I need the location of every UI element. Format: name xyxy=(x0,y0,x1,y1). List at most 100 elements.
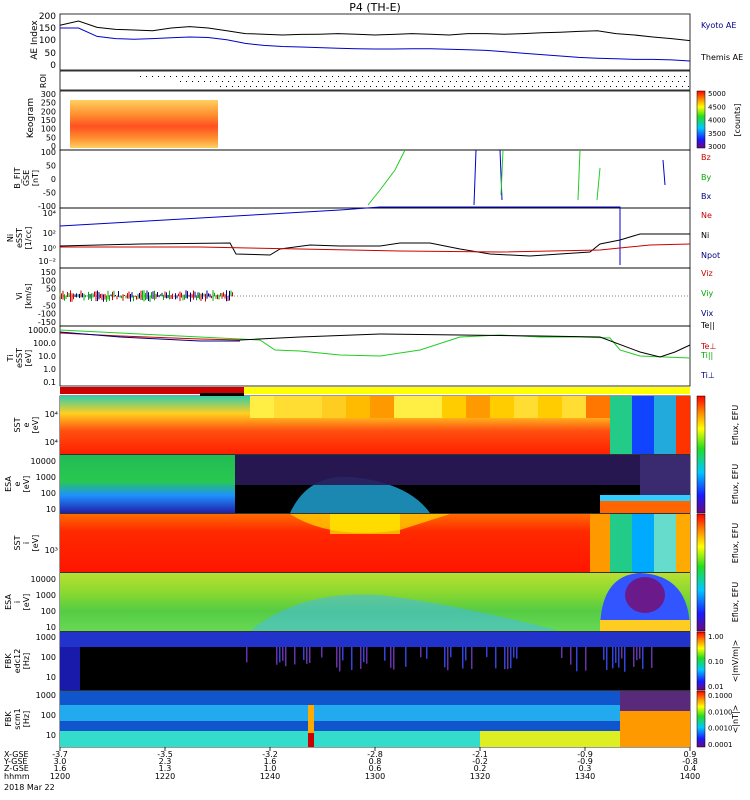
roi-mark xyxy=(412,86,413,87)
roi-mark xyxy=(418,86,419,87)
roi-mark xyxy=(238,86,239,87)
bfit-by-trace-2 xyxy=(500,149,504,196)
roi-mark xyxy=(366,81,367,82)
ephem-value: -2.1 xyxy=(472,750,488,759)
roi-mark xyxy=(524,76,525,77)
vi-ytick-5: -100 xyxy=(38,310,56,319)
ti-ylabel-1: Ti xyxy=(6,355,15,363)
fbk-edc-stripe xyxy=(651,647,653,668)
roi-mark xyxy=(340,86,341,87)
roi-mark xyxy=(186,81,187,82)
roi-mark xyxy=(378,81,379,82)
sst-e-cell xyxy=(442,396,466,418)
roi-mark xyxy=(318,81,319,82)
ephem-value: 1.3 xyxy=(159,764,172,773)
roi-mark xyxy=(434,76,435,77)
bfit-legend-by: By xyxy=(701,173,711,182)
fbk-edc-ytick-2: 10 xyxy=(46,673,56,682)
roi-mark xyxy=(666,81,667,82)
ti-legend-tepar: Te|| xyxy=(700,321,715,330)
fbk-edc-ylabel-1: FBK xyxy=(4,653,13,669)
roi-mark xyxy=(468,81,469,82)
roi-mark xyxy=(582,81,583,82)
roi-mark xyxy=(352,86,353,87)
roi-mark xyxy=(384,81,385,82)
time-axis: -3.73.01.61200-3.52.31.31220-3.21.61.012… xyxy=(3,747,700,792)
roi-mark xyxy=(552,81,553,82)
roi-mark xyxy=(508,86,509,87)
roi-mark xyxy=(486,81,487,82)
roi-mark xyxy=(436,86,437,87)
esa-e-ytick-3: 10 xyxy=(46,505,56,514)
esa-i-cbar-label: Eflux, EFU xyxy=(731,582,740,623)
keogram-ytick-3: 150 xyxy=(41,116,56,125)
vi-ytick-2: 50 xyxy=(46,285,56,294)
roi-mark xyxy=(528,81,529,82)
roi-mark xyxy=(470,76,471,77)
time-label-5: 1340 xyxy=(575,772,595,781)
ti-legend-tipar: Ti|| xyxy=(700,351,713,360)
roi-mark xyxy=(622,86,623,87)
ti-legend-tiperp: Ti⊥ xyxy=(700,371,715,380)
bfit-by-trace-1 xyxy=(367,149,406,206)
roi-mark xyxy=(218,76,219,77)
fbk-edc-stripe xyxy=(420,647,422,658)
roi-mark xyxy=(610,86,611,87)
roi-mark xyxy=(360,81,361,82)
roi-mark xyxy=(268,86,269,87)
roi-mark xyxy=(404,76,405,77)
bfit-panel: B_FIT GSE [nT] 100 50 0 -50 -100 Bz By Bx xyxy=(13,148,711,211)
ti-tiperp-line xyxy=(59,331,240,342)
roi-mark xyxy=(386,76,387,77)
roi-mark xyxy=(290,76,291,77)
ti-ytick-3: 1.0 xyxy=(43,365,56,374)
roi-mark xyxy=(450,81,451,82)
roi-mark xyxy=(578,76,579,77)
roi-mark xyxy=(492,81,493,82)
roi-mark xyxy=(416,76,417,77)
roi-mark xyxy=(406,86,407,87)
ni-ytick-2: 10² xyxy=(43,229,56,238)
fbk-edc-stripe xyxy=(303,647,305,661)
roi-mark xyxy=(654,81,655,82)
roi-mark xyxy=(372,81,373,82)
fbk-edc-cbar-tick-0: 1.00 xyxy=(708,633,724,641)
ephem-value: -0.2 xyxy=(472,757,488,766)
ephem-rowlabel-y: Y-GSE xyxy=(3,757,27,766)
fbk-edc-stripe xyxy=(606,647,608,671)
roi-mark xyxy=(680,76,681,77)
roi-mark xyxy=(332,76,333,77)
fbk-edc-stripe xyxy=(624,647,626,672)
roi-mark xyxy=(620,76,621,77)
bfit-by-trace-4 xyxy=(596,167,601,201)
fbk-edc-stripe xyxy=(282,647,284,661)
roi-mark xyxy=(530,76,531,77)
sst-e-panel: SST e [eV] 10⁴ 10⁴ xyxy=(13,396,690,454)
sst-e-cell xyxy=(514,396,538,418)
bfit-ytick-0: 100 xyxy=(41,148,56,157)
bfit-by-trace-3 xyxy=(577,149,581,201)
fbk-edc-stripe xyxy=(390,647,392,668)
roi-mark xyxy=(446,76,447,77)
roi-mark xyxy=(606,81,607,82)
panel-frame-4 xyxy=(59,207,691,269)
roi-mark xyxy=(584,76,585,77)
fbk-edc-stripe xyxy=(642,647,644,670)
roi-mark xyxy=(490,86,491,87)
fbk-edc-stripe xyxy=(465,647,467,661)
ti-ytick-0: 1000.0 xyxy=(28,326,56,335)
vi-legend-viy: Viy xyxy=(701,289,714,298)
esa-e-ytick-2: 100 xyxy=(41,489,56,498)
time-label-0: 1200 xyxy=(50,772,70,781)
fbk-edc-stripe xyxy=(363,647,365,663)
keogram-cbar-tick-3: 3500 xyxy=(708,130,726,138)
sst-e-cell xyxy=(322,396,346,418)
esa-i-ylabel-1: ESA xyxy=(4,594,13,610)
fbk-edc-stripe xyxy=(384,647,386,661)
esa-e-panel: ESA e [eV] 10000 1000 100 10 xyxy=(4,455,690,514)
roi-mark xyxy=(598,86,599,87)
roi-mark xyxy=(256,86,257,87)
roi-mark xyxy=(400,86,401,87)
